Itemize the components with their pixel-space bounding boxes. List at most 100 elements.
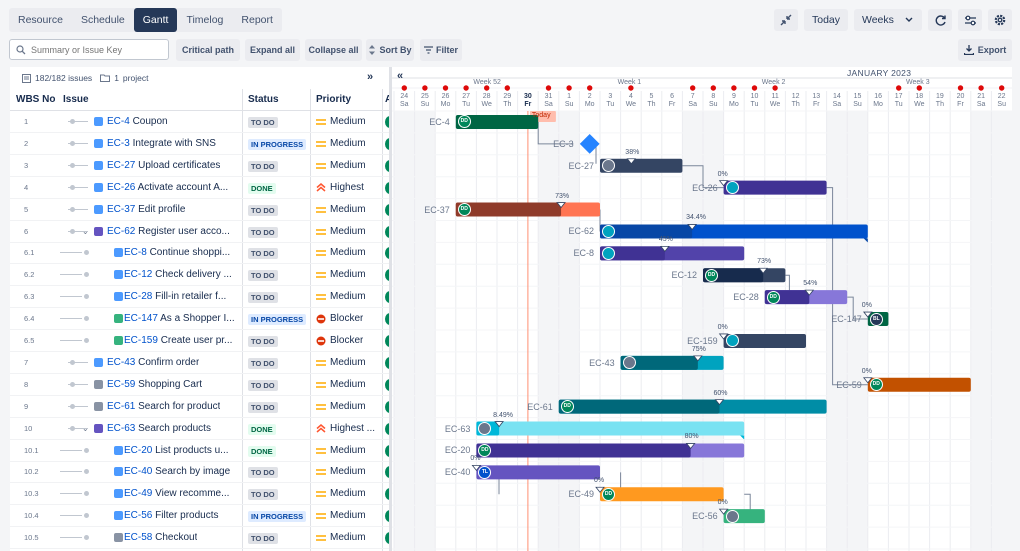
priority-cell[interactable]: Medium (316, 352, 366, 374)
table-row[interactable]: 10.1 EC-20 List products u... DONE Medium (10, 440, 389, 462)
table-row[interactable]: 3 EC-27 Upload certificates TO DO Medium (10, 155, 389, 177)
status-badge[interactable]: TO DO (248, 292, 278, 304)
issue-key[interactable]: EC-12 (124, 269, 153, 281)
status-badge[interactable]: TO DO (248, 336, 278, 347)
filter-button[interactable]: Filter (420, 39, 462, 61)
priority-cell[interactable]: Medium (316, 374, 366, 396)
tab-schedule[interactable]: Schedule (80, 14, 125, 26)
table-row[interactable]: 8 EC-59 Shopping Cart TO DO Medium (10, 374, 389, 396)
sliders-icon[interactable] (958, 9, 982, 31)
issue-link[interactable]: EC-49 View recomme... (124, 483, 229, 505)
table-row[interactable]: 9 EC-61 Search for product TO DO Medium (10, 396, 389, 418)
expand-panel-icon[interactable]: « (397, 70, 404, 82)
issue-link[interactable]: EC-61 Search for product (107, 396, 220, 418)
priority-cell[interactable]: Medium (316, 286, 366, 308)
issue-link[interactable]: EC-40 Search by image (124, 461, 230, 483)
table-row[interactable]: 6.4 EC-147 As a Shopper I... IN PROGRESS Bl… (10, 308, 389, 331)
status-badge[interactable]: TO DO (248, 270, 278, 282)
priority-cell[interactable]: Medium (316, 527, 366, 549)
table-row[interactable]: 6 ⌄ EC-62 Register user acco... TO DO Medium (10, 221, 389, 243)
issue-link[interactable]: EC-63 Search products (107, 418, 211, 440)
issue-key[interactable]: EC-26 (107, 181, 136, 193)
status-badge[interactable]: TO DO (248, 117, 278, 128)
issue-key[interactable]: EC-61 (107, 400, 136, 412)
table-row[interactable]: 5 EC-37 Edit profile TO DO Medium (10, 199, 389, 221)
table-row[interactable]: 10.4 EC-56 Filter products IN PROGRESS Medi… (10, 505, 389, 528)
issue-link[interactable]: EC-3 Integrate with SNS (107, 133, 216, 155)
priority-cell[interactable]: Medium (316, 483, 366, 505)
priority-cell[interactable]: Medium (316, 461, 366, 483)
issue-key[interactable]: EC-49 (124, 488, 153, 500)
table-row[interactable]: 2 EC-3 Integrate with SNS IN PROGRESS Mediu… (10, 133, 389, 155)
issue-key[interactable]: EC-159 (124, 335, 158, 346)
issue-link[interactable]: EC-20 List products u... (124, 440, 229, 462)
priority-cell[interactable]: Medium (316, 221, 366, 243)
table-row[interactable]: 7 EC-43 Confirm order TO DO Medium (10, 352, 389, 374)
critical-path-button[interactable]: Critical path (176, 39, 240, 61)
issue-link[interactable]: EC-58 Checkout (124, 527, 197, 549)
issue-key[interactable]: EC-59 (107, 378, 136, 390)
priority-cell[interactable]: Medium (316, 396, 366, 418)
status-badge[interactable]: TO DO (248, 379, 278, 391)
issue-key[interactable]: EC-37 (107, 203, 136, 215)
issue-key[interactable]: EC-63 (107, 422, 136, 434)
issue-key[interactable]: EC-28 (124, 291, 153, 303)
priority-cell[interactable]: Highest (316, 177, 364, 199)
status-badge[interactable]: DONE (248, 182, 276, 194)
tab-resource[interactable]: Resource (18, 14, 63, 26)
priority-cell[interactable]: Blocker (316, 308, 363, 330)
issue-key[interactable]: EC-27 (107, 159, 136, 171)
table-row[interactable]: 10.5 EC-58 Checkout TO DO Medium (10, 527, 389, 550)
table-row[interactable]: 6.2 EC-12 Check delivery ... TO DO Medium (10, 264, 389, 287)
issue-key[interactable]: EC-43 (107, 356, 136, 368)
collapse-all-button[interactable]: Collapse all (305, 39, 362, 61)
issue-key[interactable]: EC-8 (124, 247, 147, 259)
issue-link[interactable]: EC-59 Shopping Cart (107, 374, 202, 396)
issue-link[interactable]: EC-27 Upload certificates (107, 155, 220, 177)
table-row[interactable]: 10.3 EC-49 View recomme... TO DO Medium (10, 483, 389, 506)
today-button[interactable]: Today (804, 9, 848, 31)
refresh-icon[interactable] (928, 9, 952, 31)
scale-select[interactable]: Weeks (854, 9, 922, 31)
priority-cell[interactable]: Medium (316, 111, 366, 133)
panel-splitter[interactable] (389, 67, 392, 551)
tab-report[interactable]: Report (241, 14, 273, 26)
issue-link[interactable]: EC-56 Filter products (124, 505, 219, 527)
table-row[interactable]: 4 EC-26 Activate account A... DONE Highest (10, 177, 389, 199)
col-priority[interactable]: Priority (316, 94, 352, 105)
col-issue[interactable]: Issue (63, 94, 89, 105)
col-wbs[interactable]: WBS No (16, 94, 56, 105)
status-badge[interactable]: TO DO (248, 204, 278, 216)
search-input[interactable] (31, 44, 159, 55)
issue-link[interactable]: EC-43 Confirm order (107, 352, 199, 374)
priority-cell[interactable]: Medium (316, 133, 366, 155)
table-row[interactable]: 10.2 EC-40 Search by image TO DO Medium (10, 461, 389, 484)
status-badge[interactable]: TO DO (248, 248, 278, 260)
issue-link[interactable]: EC-159 Create user pr... (124, 330, 232, 352)
gear-icon[interactable] (988, 9, 1012, 31)
issue-link[interactable]: EC-8 Continue shoppi... (124, 242, 230, 264)
issue-link[interactable]: EC-147 As a Shopper I... (124, 308, 235, 330)
table-row[interactable]: 6.3 EC-28 Fill-in retailer f... TO DO Mediu… (10, 286, 389, 309)
status-badge[interactable]: IN PROGRESS (248, 314, 307, 326)
issue-key[interactable]: EC-147 (124, 313, 158, 325)
priority-cell[interactable]: Medium (316, 440, 366, 462)
priority-cell[interactable]: Medium (316, 505, 366, 527)
table-row[interactable]: 10 ⌄ EC-63 Search products DONE Highest ... (10, 418, 389, 440)
search-field[interactable] (9, 39, 169, 60)
issue-link[interactable]: EC-12 Check delivery ... (124, 264, 232, 286)
priority-cell[interactable]: Blocker (316, 330, 363, 352)
expand-all-button[interactable]: Expand all (245, 39, 300, 61)
status-badge[interactable]: TO DO (248, 226, 278, 238)
issue-link[interactable]: EC-28 Fill-in retailer f... (124, 286, 226, 308)
export-button[interactable]: Export (958, 39, 1012, 61)
issue-key[interactable]: EC-40 (124, 466, 153, 478)
priority-cell[interactable]: Medium (316, 264, 366, 286)
status-badge[interactable]: DONE (248, 445, 276, 457)
issue-link[interactable]: EC-4 Coupon (107, 111, 168, 133)
status-badge[interactable]: TO DO (248, 489, 278, 501)
table-row[interactable]: 6.5 EC-159 Create user pr... TO DO Blocker (10, 330, 389, 352)
table-row[interactable]: 6.1 EC-8 Continue shoppi... TO DO Medium (10, 242, 389, 265)
col-status[interactable]: Status (248, 94, 279, 105)
issue-key[interactable]: EC-4 (107, 116, 130, 127)
